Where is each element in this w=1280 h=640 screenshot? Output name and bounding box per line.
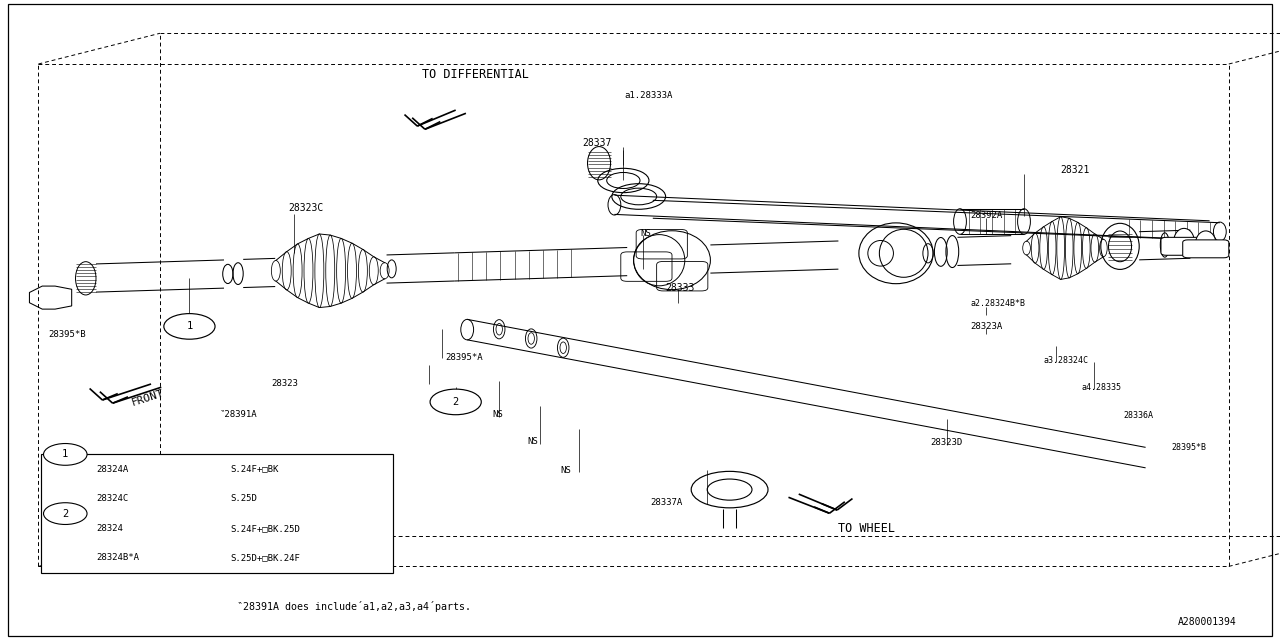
Text: 28323D: 28323D xyxy=(931,438,963,447)
Text: 28395*B: 28395*B xyxy=(49,330,86,339)
Text: 28321: 28321 xyxy=(1060,164,1089,175)
Circle shape xyxy=(44,444,87,465)
Text: 28324A: 28324A xyxy=(96,465,128,474)
Text: A280001394: A280001394 xyxy=(1178,617,1236,627)
Text: NS: NS xyxy=(640,229,650,238)
Text: 28323A: 28323A xyxy=(970,322,1002,331)
Text: S.25D+□BK.24F: S.25D+□BK.24F xyxy=(230,554,301,563)
Text: 28336A: 28336A xyxy=(1124,412,1153,420)
Text: TO WHEEL: TO WHEEL xyxy=(838,522,896,534)
Text: 1: 1 xyxy=(63,449,68,460)
Text: a1.28333A: a1.28333A xyxy=(625,92,673,100)
Text: 28324B*A: 28324B*A xyxy=(96,554,140,563)
Ellipse shape xyxy=(1196,231,1216,257)
Circle shape xyxy=(44,503,87,525)
Text: 28337A: 28337A xyxy=(650,498,682,507)
Text: 28323C: 28323C xyxy=(288,203,324,213)
FancyBboxPatch shape xyxy=(1183,240,1229,258)
Text: NS: NS xyxy=(493,410,503,419)
Bar xyxy=(41,454,393,573)
Text: NS: NS xyxy=(561,466,571,475)
Text: 28324: 28324 xyxy=(96,524,123,533)
Text: S.25D: S.25D xyxy=(230,494,257,503)
Text: 28323: 28323 xyxy=(271,380,298,388)
FancyBboxPatch shape xyxy=(1161,237,1207,255)
Text: a3.28324C: a3.28324C xyxy=(1043,356,1088,365)
Ellipse shape xyxy=(1174,228,1194,254)
Text: TO DIFFERENTIAL: TO DIFFERENTIAL xyxy=(422,68,529,81)
Text: ‶28391A does include´a1,a2,a3,a4´parts.: ‶28391A does include´a1,a2,a3,a4´parts. xyxy=(237,601,471,612)
Text: 2: 2 xyxy=(453,397,458,407)
Text: 1: 1 xyxy=(187,321,192,332)
Text: a2.28324B*B: a2.28324B*B xyxy=(970,300,1025,308)
Text: S.24F+□BK.25D: S.24F+□BK.25D xyxy=(230,524,301,533)
Circle shape xyxy=(164,314,215,339)
Text: S.24F+□BK: S.24F+□BK xyxy=(230,465,279,474)
Text: 28337: 28337 xyxy=(582,138,612,148)
Text: 28392A: 28392A xyxy=(970,211,1002,220)
Text: FRONT: FRONT xyxy=(131,388,165,408)
Text: 28395*A: 28395*A xyxy=(445,353,483,362)
Text: ‶28391A: ‶28391A xyxy=(220,410,257,419)
Text: 28395*B: 28395*B xyxy=(1171,444,1206,452)
Text: a4.28335: a4.28335 xyxy=(1082,383,1121,392)
Circle shape xyxy=(430,389,481,415)
Text: NS: NS xyxy=(527,437,538,446)
Text: 28324C: 28324C xyxy=(96,494,128,503)
Text: 28333: 28333 xyxy=(666,283,695,293)
Text: 2: 2 xyxy=(63,509,68,518)
